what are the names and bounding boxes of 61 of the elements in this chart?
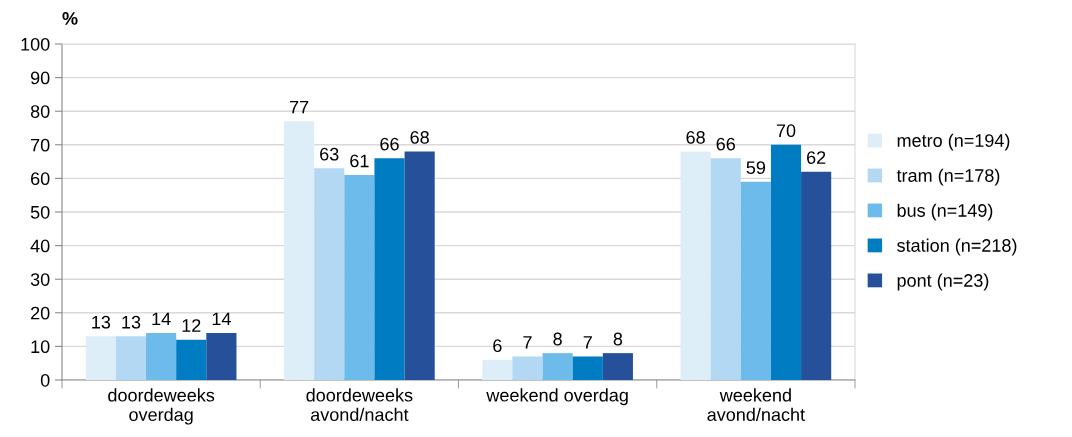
- legend-label: bus (n=149): [897, 203, 993, 221]
- bar: [572, 356, 603, 380]
- data-label: 70: [776, 124, 796, 138]
- x-tick-label: weekend avond/nacht: [707, 388, 805, 422]
- y-tick-label: 80: [30, 105, 50, 118]
- bar: [512, 356, 543, 380]
- data-label: 13: [122, 315, 141, 329]
- data-label: 13: [92, 315, 111, 329]
- data-label: 7: [583, 336, 592, 349]
- y-tick-label: 50: [30, 205, 50, 219]
- x-tick-label: doordeweeks overdag: [108, 388, 215, 425]
- bar: [482, 359, 513, 380]
- y-tick-label: 90: [30, 71, 50, 85]
- data-label: 6: [493, 339, 502, 353]
- data-label: 14: [212, 312, 231, 326]
- bar: [314, 168, 345, 380]
- bar: [115, 336, 147, 380]
- data-label: 12: [182, 319, 201, 332]
- y-tick-label: 20: [31, 306, 50, 320]
- data-label: 63: [320, 147, 339, 161]
- bar: [176, 339, 207, 380]
- x-tick-label: doordeweeks avond/nacht: [306, 388, 413, 422]
- data-label: 14: [152, 312, 171, 326]
- bar: [542, 353, 573, 380]
- bar: [740, 181, 771, 380]
- y-tick-label: 60: [31, 172, 50, 186]
- data-label: 66: [716, 137, 735, 151]
- data-label: 7: [523, 336, 532, 349]
- bar: [801, 171, 832, 380]
- y-tick-label: 30: [30, 273, 50, 286]
- y-tick-label: 0: [40, 373, 50, 387]
- bar: [85, 336, 116, 380]
- bar: [344, 175, 375, 380]
- bar: [284, 121, 315, 380]
- data-label: 8: [553, 332, 562, 346]
- legend-label: station (n=218): [897, 238, 1017, 256]
- legend-label: tram (n=178): [896, 168, 1000, 186]
- y-tick-label: 70: [31, 138, 50, 152]
- data-label: 66: [380, 137, 399, 151]
- bar: [374, 158, 405, 380]
- bar: [680, 151, 711, 380]
- bar: [710, 158, 741, 380]
- bar: [404, 151, 435, 380]
- bar: [146, 332, 177, 380]
- bar: [770, 144, 802, 380]
- data-label: 77: [289, 100, 309, 114]
- legend-label: metro (n=194): [897, 133, 1010, 151]
- y-tick-label: 10: [31, 340, 50, 354]
- y-tick-label: 100: [21, 37, 50, 51]
- y-tick-label: 40: [30, 239, 50, 253]
- x-tick-label: weekend overdag: [486, 388, 628, 406]
- data-label: 68: [686, 131, 705, 144]
- data-label: 68: [410, 131, 429, 144]
- data-label: 62: [807, 151, 826, 164]
- legend-label: pont (n=23): [897, 273, 989, 291]
- data-label: 61: [350, 154, 369, 168]
- bar: [602, 353, 633, 380]
- data-label: 59: [746, 161, 766, 175]
- y-axis-title: %: [62, 12, 78, 25]
- bar: [206, 332, 237, 380]
- data-label: 8: [613, 332, 623, 346]
